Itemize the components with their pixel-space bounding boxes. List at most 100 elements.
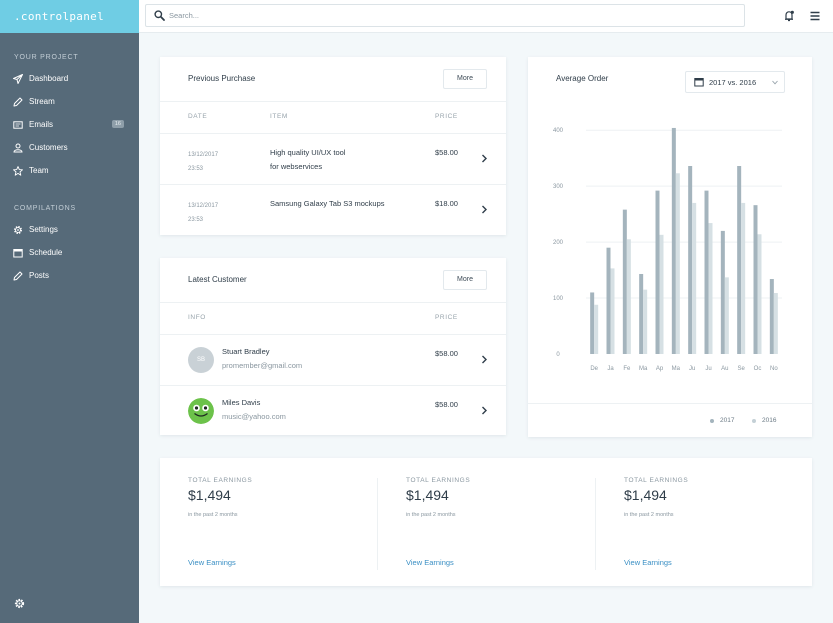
bar-2016 bbox=[741, 202, 746, 354]
table-row[interactable]: 13/12/2017 23:53 Samsung Galaxy Tab S3 mo… bbox=[160, 185, 506, 236]
purchase-item: High quality UI/UX tool for webservices bbox=[270, 146, 345, 174]
sidebar-item-label: Stream bbox=[29, 97, 55, 106]
sidebar-item-settings[interactable]: Settings bbox=[0, 218, 139, 241]
divider bbox=[595, 478, 596, 570]
y-tick-label: 100 bbox=[553, 296, 564, 302]
divider bbox=[160, 385, 506, 386]
purchase-item: Samsung Galaxy Tab S3 mockups bbox=[270, 197, 385, 211]
item-line: for webservices bbox=[270, 162, 323, 171]
earnings-block: TOTAL EARNINGS $1,494 in the past 2 mont… bbox=[160, 458, 379, 586]
search-box[interactable] bbox=[145, 4, 745, 27]
divider bbox=[160, 334, 506, 335]
sidebar-item-label: Team bbox=[29, 166, 49, 175]
earnings-value: $1,494 bbox=[188, 487, 231, 503]
sidebar-item-team[interactable]: Team bbox=[0, 159, 139, 182]
x-tick-label: Ja bbox=[607, 366, 614, 372]
star-icon bbox=[13, 165, 23, 176]
card-title: Previous Purchase bbox=[188, 74, 256, 83]
gear-icon bbox=[13, 225, 23, 234]
customer-email: promember@gmail.com bbox=[222, 361, 303, 370]
year-compare-select[interactable]: 2017 vs. 2016 bbox=[685, 71, 785, 93]
purchase-price: $58.00 bbox=[435, 148, 458, 157]
frog-avatar-icon bbox=[188, 398, 214, 424]
more-button[interactable]: More bbox=[443, 270, 487, 290]
section-title-compilations: COMPILATIONS bbox=[14, 205, 76, 212]
bell-icon[interactable] bbox=[783, 10, 795, 22]
latest-customer-card: Latest Customer More INFO PRICE SB Stuar… bbox=[160, 258, 506, 435]
x-tick-label: No bbox=[770, 366, 778, 372]
bar-2016 bbox=[757, 234, 762, 354]
item-line: Samsung Galaxy Tab S3 mockups bbox=[270, 199, 385, 208]
select-value: 2017 vs. 2016 bbox=[709, 77, 757, 87]
x-tick-label: Ma bbox=[672, 366, 681, 372]
table-row[interactable]: SB Stuart Bradley promember@gmail.com $5… bbox=[160, 335, 506, 386]
view-earnings-link[interactable]: View Earnings bbox=[406, 558, 454, 567]
sidebar-item-stream[interactable]: Stream bbox=[0, 90, 139, 113]
search-icon bbox=[154, 10, 165, 21]
column-header-info: INFO bbox=[188, 314, 206, 321]
sidebar-item-emails[interactable]: Emails 16 bbox=[0, 113, 139, 136]
divider bbox=[160, 302, 506, 303]
bar-2016 bbox=[643, 289, 648, 354]
bar-2016 bbox=[675, 173, 680, 354]
earnings-block: TOTAL EARNINGS $1,494 in the past 2 mont… bbox=[378, 458, 597, 586]
chevron-right-icon[interactable] bbox=[480, 205, 488, 214]
y-tick-label: 0 bbox=[556, 352, 560, 358]
legend-dot bbox=[710, 418, 714, 423]
sidebar-item-customers[interactable]: Customers bbox=[0, 136, 139, 159]
customer-name: Stuart Bradley bbox=[222, 347, 270, 356]
sidebar-item-posts[interactable]: Posts bbox=[0, 264, 139, 287]
menu-icon[interactable] bbox=[809, 10, 821, 22]
bar-2017 bbox=[622, 209, 627, 354]
pencil-icon bbox=[13, 97, 23, 106]
paper-plane-icon bbox=[13, 73, 23, 84]
earnings-card: TOTAL EARNINGS $1,494 in the past 2 mont… bbox=[160, 458, 812, 586]
earnings-block: TOTAL EARNINGS $1,494 in the past 2 mont… bbox=[596, 458, 815, 586]
settings-gear-icon[interactable] bbox=[14, 598, 25, 609]
chevron-right-icon[interactable] bbox=[480, 154, 488, 163]
divider bbox=[160, 101, 506, 102]
bar-chart: 0 100 200 300 400 De Ja Fe Ma Ap Ma Ju Ju Au Se Oc No bbox=[553, 127, 782, 372]
view-earnings-link[interactable]: View Earnings bbox=[624, 558, 672, 567]
sidebar-item-label: Schedule bbox=[29, 248, 63, 257]
sidebar-item-schedule[interactable]: Schedule bbox=[0, 241, 139, 264]
chevron-right-icon[interactable] bbox=[480, 355, 488, 364]
x-tick-label: Oc bbox=[754, 366, 762, 372]
mail-icon bbox=[13, 120, 23, 129]
bar-2017 bbox=[704, 190, 709, 354]
top-bar bbox=[139, 0, 833, 33]
x-tick-label: Fe bbox=[623, 366, 631, 372]
bar-2017 bbox=[769, 279, 774, 354]
users-icon bbox=[13, 143, 23, 152]
brand-logo[interactable]: .controlpanel bbox=[0, 0, 139, 33]
more-button[interactable]: More bbox=[443, 69, 487, 89]
view-earnings-link[interactable]: View Earnings bbox=[188, 558, 236, 567]
bar-2017 bbox=[606, 247, 611, 354]
search-input[interactable] bbox=[169, 11, 729, 20]
pencil-icon bbox=[13, 271, 23, 280]
sidebar-item-dashboard[interactable]: Dashboard bbox=[0, 67, 139, 90]
earnings-label: TOTAL EARNINGS bbox=[188, 477, 253, 484]
sidebar-item-label: Dashboard bbox=[29, 74, 69, 83]
x-tick-label: Se bbox=[737, 366, 745, 372]
customer-email: music@yahoo.com bbox=[222, 412, 286, 421]
bar-2017 bbox=[671, 127, 676, 354]
emails-count-badge: 16 bbox=[111, 120, 124, 128]
bar-2017 bbox=[737, 166, 742, 354]
chevron-right-icon[interactable] bbox=[480, 406, 488, 415]
column-header-date: DATE bbox=[188, 113, 208, 120]
table-row[interactable]: Miles Davis music@yahoo.com $58.00 bbox=[160, 386, 506, 437]
earnings-value: $1,494 bbox=[406, 487, 449, 503]
bar-2016 bbox=[708, 223, 713, 354]
purchase-date: 13/12/2017 23:53 bbox=[188, 199, 218, 227]
table-row[interactable]: 13/12/2017 23:53 High quality UI/UX tool f… bbox=[160, 134, 506, 185]
legend-dot bbox=[752, 418, 756, 423]
date-text: 13/12/2017 bbox=[188, 203, 219, 209]
bar-2016 bbox=[610, 268, 615, 354]
earnings-subtitle: in the past 2 months bbox=[624, 512, 674, 518]
chevron-down-icon bbox=[772, 80, 778, 85]
x-tick-label: Ju bbox=[689, 366, 695, 372]
card-title: Average Order bbox=[556, 74, 609, 83]
x-tick-label: Au bbox=[721, 366, 728, 372]
bar-2016 bbox=[659, 234, 664, 354]
